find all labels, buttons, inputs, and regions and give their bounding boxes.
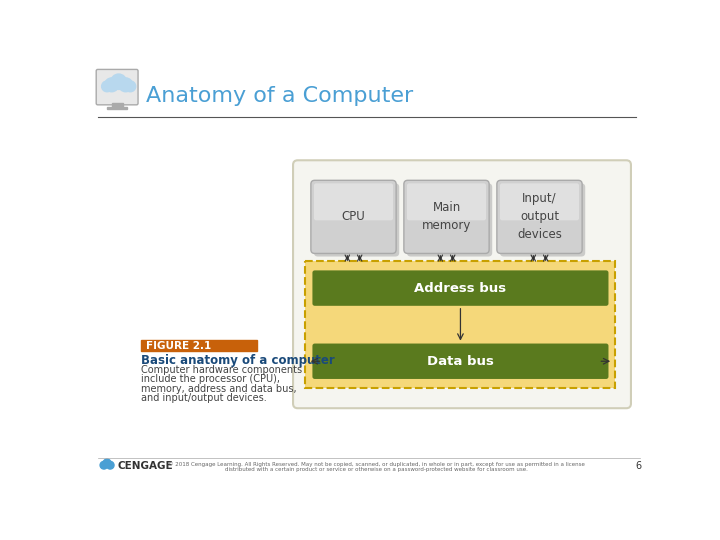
Circle shape [125, 81, 136, 92]
FancyBboxPatch shape [314, 184, 399, 256]
FancyBboxPatch shape [312, 271, 608, 306]
FancyBboxPatch shape [312, 343, 608, 379]
Text: Input/
output
devices: Input/ output devices [517, 192, 562, 241]
Text: include the processor (CPU),: include the processor (CPU), [141, 374, 280, 384]
Text: and input/output devices.: and input/output devices. [141, 393, 267, 403]
FancyBboxPatch shape [314, 184, 393, 220]
Circle shape [107, 461, 114, 469]
Text: FIGURE 2.1: FIGURE 2.1 [145, 341, 211, 351]
FancyBboxPatch shape [407, 184, 492, 256]
Bar [107, 107, 127, 110]
Circle shape [102, 81, 112, 92]
FancyBboxPatch shape [293, 160, 631, 408]
Circle shape [119, 78, 132, 92]
Text: CPU: CPU [341, 210, 365, 223]
FancyBboxPatch shape [404, 180, 489, 253]
FancyBboxPatch shape [500, 184, 579, 220]
Text: Computer hardware components: Computer hardware components [141, 365, 302, 375]
Text: memory, address and data bus,: memory, address and data bus, [141, 383, 297, 394]
Bar [112, 103, 122, 107]
Circle shape [100, 461, 108, 469]
Text: Address bus: Address bus [415, 281, 506, 295]
FancyBboxPatch shape [305, 261, 616, 388]
FancyBboxPatch shape [96, 70, 138, 105]
Text: Main
memory: Main memory [422, 201, 471, 232]
Text: CENGAGE: CENGAGE [117, 461, 173, 471]
Text: distributed with a certain product or service or otherwise on a password-protect: distributed with a certain product or se… [225, 467, 528, 472]
Text: 6: 6 [636, 461, 642, 471]
FancyBboxPatch shape [311, 180, 396, 253]
Text: Anatomy of a Computer: Anatomy of a Computer [145, 86, 413, 106]
Circle shape [111, 74, 127, 90]
FancyBboxPatch shape [500, 184, 585, 256]
Text: © 2018 Cengage Learning. All Rights Reserved. May not be copied, scanned, or dup: © 2018 Cengage Learning. All Rights Rese… [168, 462, 585, 467]
Text: Basic anatomy of a computer: Basic anatomy of a computer [141, 354, 335, 367]
FancyBboxPatch shape [497, 180, 582, 253]
Bar [141, 340, 258, 351]
Text: Data bus: Data bus [427, 355, 494, 368]
Circle shape [103, 459, 111, 467]
FancyBboxPatch shape [407, 184, 486, 220]
Circle shape [104, 78, 119, 92]
